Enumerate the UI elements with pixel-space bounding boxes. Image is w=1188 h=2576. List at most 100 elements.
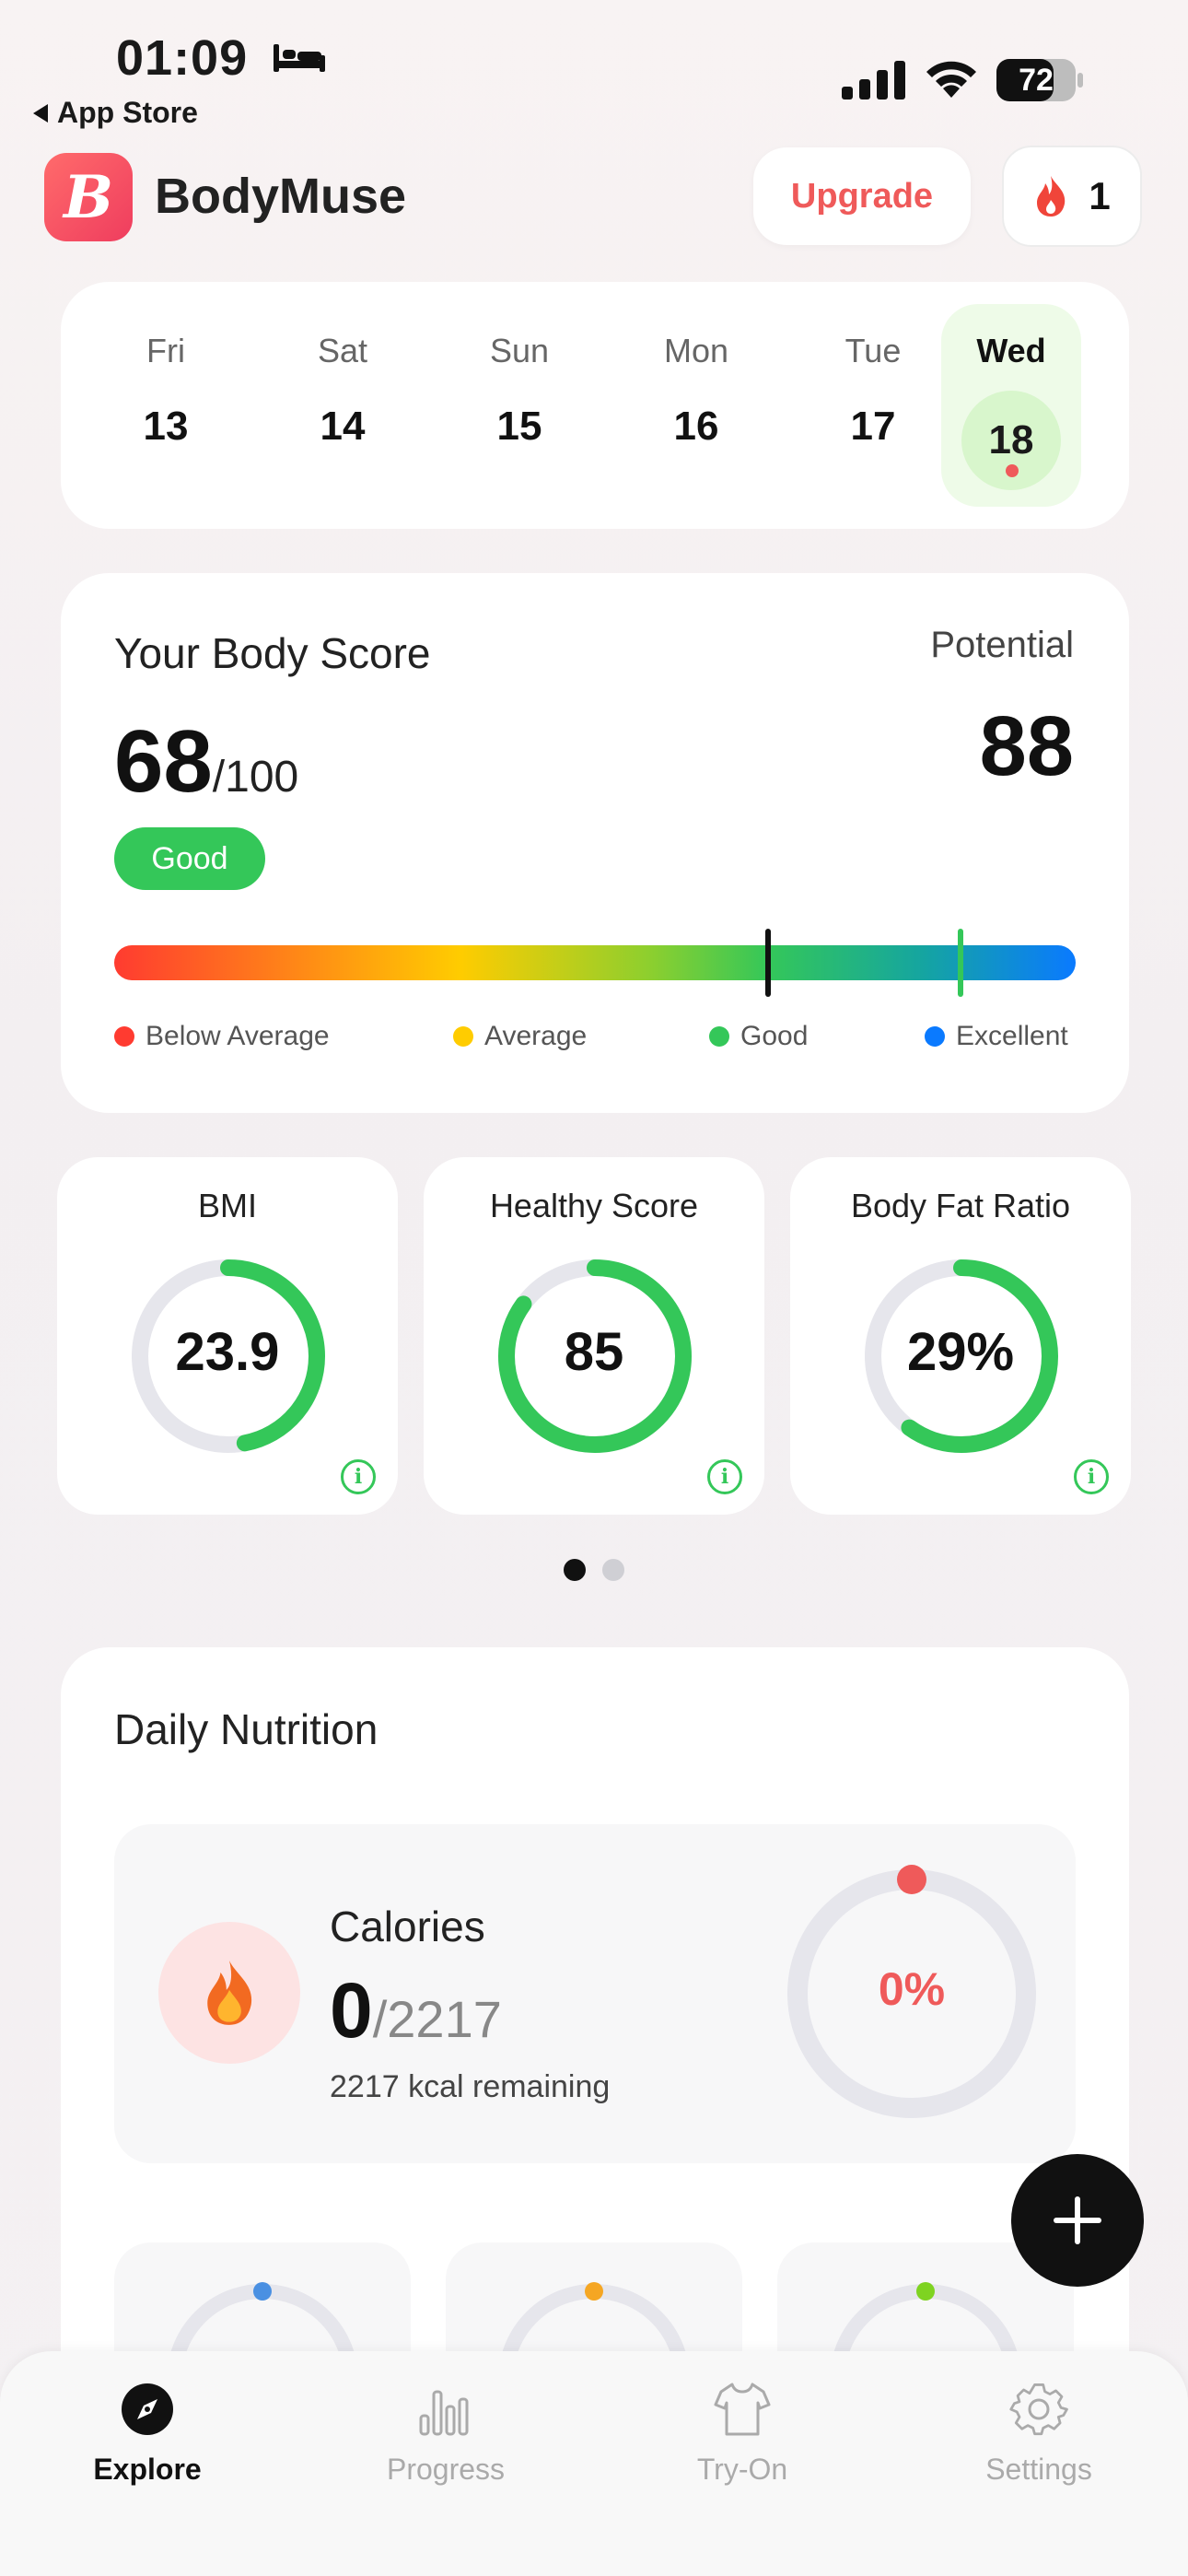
- add-entry-button[interactable]: [1011, 2154, 1144, 2287]
- info-icon[interactable]: i: [707, 1459, 742, 1494]
- day-name: Sun: [489, 332, 550, 369]
- gear-icon: [1009, 2383, 1068, 2436]
- back-app-label: App Store: [57, 96, 198, 129]
- battery-indicator: 72: [996, 59, 1085, 101]
- day-number: 15: [496, 404, 542, 449]
- metric-value: 85: [564, 1322, 624, 1382]
- legend-below-average: Below Average: [114, 1021, 330, 1052]
- healthy-score-ring: [498, 1259, 692, 1453]
- calories-label: Calories: [330, 1903, 485, 1950]
- day-name: Fri: [146, 332, 185, 369]
- tab-progress[interactable]: Progress: [344, 2379, 547, 2487]
- day-number: 18: [988, 417, 1034, 463]
- legend-good: Good: [709, 1021, 808, 1052]
- metric-value: 23.9: [175, 1322, 280, 1382]
- legend-label: Good: [740, 1021, 809, 1051]
- day-number: 13: [143, 404, 189, 449]
- day-name: Tue: [844, 332, 902, 369]
- legend-label: Below Average: [146, 1021, 330, 1051]
- day-number: 14: [320, 404, 366, 449]
- tab-label: Explore: [93, 2453, 202, 2486]
- bmi-ring: [132, 1259, 325, 1453]
- day-name: Sat: [317, 332, 368, 369]
- tab-label: Progress: [386, 2453, 506, 2486]
- compass-icon: [122, 2383, 173, 2435]
- status-badge: Good: [114, 827, 265, 890]
- info-icon[interactable]: i: [341, 1459, 376, 1494]
- status-time: 01:09: [116, 30, 249, 86]
- calories-panel[interactable]: Calories 0/2217 2217 kcal remaining 0%: [114, 1824, 1076, 2163]
- legend-dot: [114, 1026, 134, 1047]
- plus-icon: [1054, 2196, 1101, 2244]
- flame-icon: [207, 1961, 252, 2025]
- tab-label: Settings: [985, 2453, 1092, 2486]
- upgrade-button[interactable]: Upgrade: [753, 147, 971, 245]
- wifi-icon: [926, 61, 976, 98]
- body-fat-ratio-card[interactable]: Body Fat Ratio 29% i: [790, 1157, 1131, 1515]
- today-dot: [1006, 464, 1019, 477]
- body-fat-ring: [865, 1259, 1058, 1453]
- body-score-title: Your Body Score: [114, 629, 431, 677]
- score-number: 68: [114, 712, 213, 811]
- legend-label: Excellent: [956, 1021, 1068, 1051]
- flame-icon: [1037, 176, 1066, 217]
- battery-level: 72: [1019, 62, 1054, 98]
- day-number: 17: [850, 404, 896, 449]
- nutrition-title: Daily Nutrition: [114, 1705, 379, 1753]
- legend-dot: [925, 1026, 945, 1047]
- body-score-card[interactable]: Your Body Score 68/100 Potential 88 Good…: [61, 573, 1129, 1113]
- week-calendar: Fri 13 Sat 14 Sun 15 Mon 16 Tue 17 Wed 1…: [61, 282, 1129, 529]
- legend-dot: [453, 1026, 473, 1047]
- app-logo: B: [44, 153, 133, 241]
- bar-chart-icon: [419, 2390, 469, 2436]
- current-score-marker: [764, 929, 771, 997]
- potential-value: 88: [979, 699, 1074, 793]
- potential-score-marker: [957, 929, 963, 997]
- body-score-value: 68/100: [114, 711, 298, 813]
- selected-day-circle: 18: [961, 391, 1061, 490]
- calories-ring: [787, 1865, 1036, 2118]
- calendar-day[interactable]: Mon 16: [626, 304, 766, 507]
- legend-excellent: Excellent: [925, 1021, 1068, 1052]
- metric-value: 29%: [906, 1322, 1015, 1382]
- score-max: /100: [212, 753, 299, 802]
- tab-label: Try-On: [696, 2453, 788, 2486]
- day-name: Mon: [663, 332, 729, 369]
- pager-dot-active[interactable]: [564, 1559, 586, 1581]
- calories-consumed: 0: [330, 1967, 373, 2054]
- metric-title: BMI: [197, 1187, 257, 1224]
- calories-value: 0/2217: [330, 1966, 502, 2055]
- calories-remaining: 2217 kcal remaining: [330, 2069, 611, 2104]
- bmi-card[interactable]: BMI 23.9 i: [57, 1157, 398, 1515]
- calendar-day[interactable]: Fri 13: [96, 304, 236, 507]
- back-to-app-store[interactable]: App Store: [33, 96, 198, 130]
- calendar-day[interactable]: Sat 14: [273, 304, 413, 507]
- score-gradient-bar: [114, 945, 1076, 980]
- legend-dot: [709, 1026, 729, 1047]
- tab-explore[interactable]: Explore: [46, 2379, 249, 2487]
- tab-try-on[interactable]: Try-On: [641, 2379, 844, 2487]
- calories-goal: /2217: [372, 1990, 502, 2048]
- calories-percent: 0%: [878, 1963, 946, 2015]
- healthy-score-card[interactable]: Healthy Score 85 i: [424, 1157, 764, 1515]
- back-arrow-icon: [33, 103, 48, 123]
- cellular-signal-icon: [842, 61, 905, 100]
- bottom-tab-bar: Explore Progress Try-On Settings: [0, 2351, 1188, 2576]
- streak-count: 1: [1089, 174, 1111, 217]
- streak-button[interactable]: 1: [1002, 146, 1142, 247]
- metric-title: Body Fat Ratio: [850, 1187, 1071, 1224]
- tab-settings[interactable]: Settings: [938, 2379, 1140, 2487]
- day-name: Wed: [976, 332, 1046, 369]
- sleep-focus-icon: [274, 44, 325, 72]
- battery-icon: [996, 59, 1083, 101]
- calendar-day[interactable]: Tue 17: [803, 304, 943, 507]
- app-title: BodyMuse: [155, 169, 407, 224]
- pager-dot[interactable]: [602, 1559, 624, 1581]
- potential-label: Potential: [930, 625, 1074, 665]
- legend-label: Average: [484, 1021, 588, 1051]
- calories-flame-icon: [158, 1922, 300, 2064]
- calendar-day[interactable]: Sun 15: [449, 304, 589, 507]
- day-number: 16: [673, 404, 719, 449]
- info-icon[interactable]: i: [1074, 1459, 1109, 1494]
- calendar-day-selected[interactable]: Wed 18: [941, 304, 1081, 507]
